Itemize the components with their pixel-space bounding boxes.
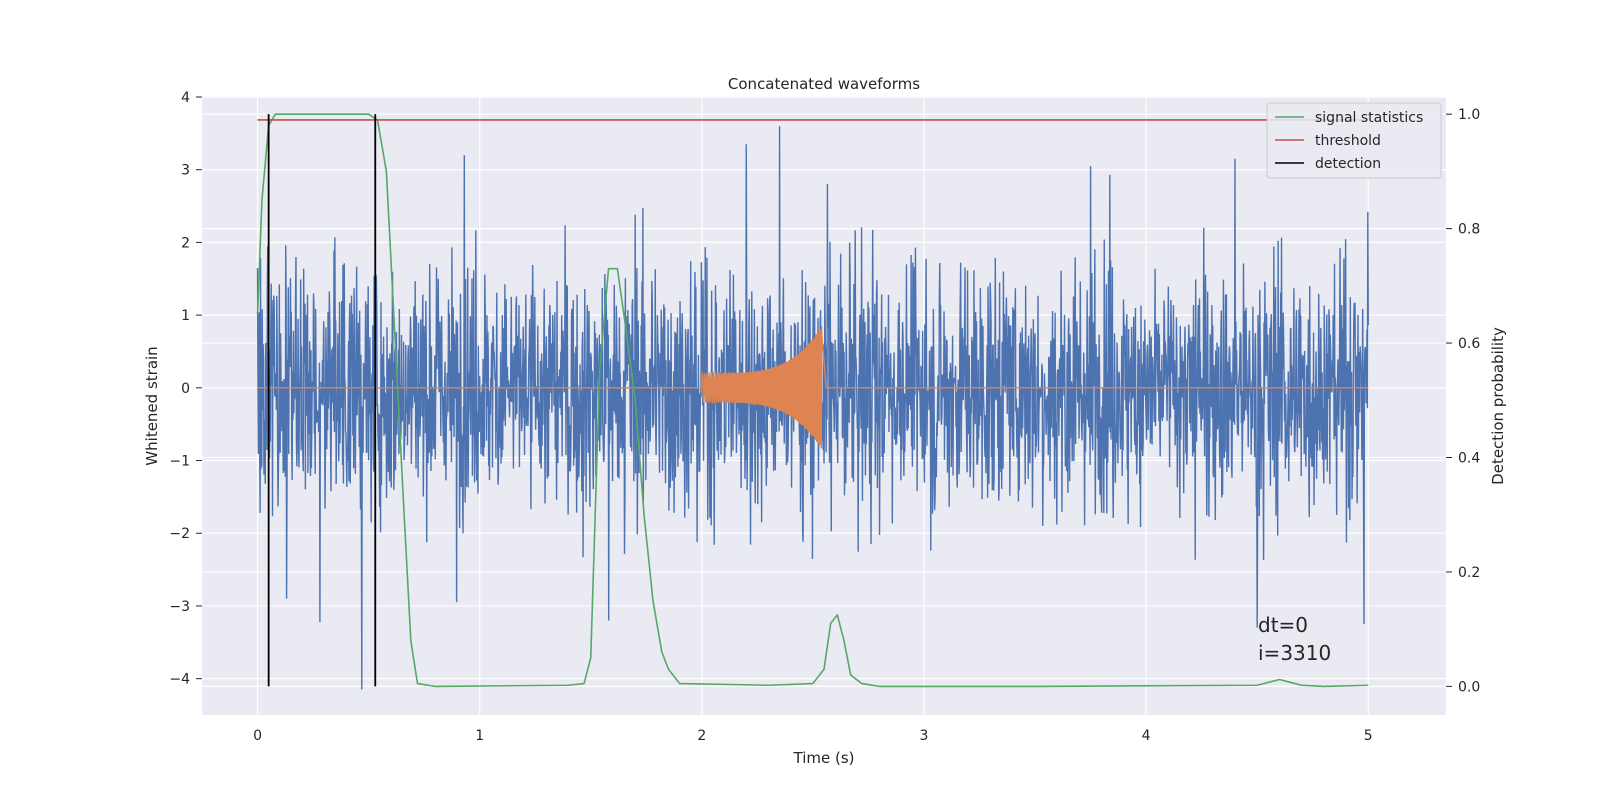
y-axis-label: Whitened strain: [143, 346, 161, 465]
annotation-dt: dt=0: [1258, 613, 1308, 637]
y-tick-label: −1: [169, 454, 190, 470]
y-tick-label: 2: [181, 235, 190, 251]
x-tick-label: 0: [253, 728, 262, 744]
y2-tick-label: 0.0: [1458, 679, 1480, 695]
y2-tick-label: 0.2: [1458, 565, 1480, 581]
y2-tick-label: 0.6: [1458, 336, 1480, 352]
x-tick-label: 2: [697, 728, 706, 744]
x-tick-label: 1: [475, 728, 484, 744]
x-axis-label: Time (s): [793, 749, 855, 767]
annotation-i: i=3310: [1258, 641, 1331, 665]
signal-statistics-line: [256, 113, 1369, 688]
x-tick-label: 3: [920, 728, 929, 744]
x-tick-label: 4: [1142, 728, 1151, 744]
y-tick-label: −4: [169, 672, 190, 688]
legend-box: [1266, 102, 1442, 179]
legend-label-signal-statistics: signal statistics: [1315, 110, 1423, 126]
y-tick-label: −2: [169, 526, 190, 542]
chirp-signal-line: [257, 326, 1369, 449]
ticks: 0 1 2 3 4 5 −4 −3 −2 −1 0 1 2 3 4 0.0 0.2 0.4 0.6 0.8 1.0: [169, 90, 1480, 744]
y-tick-label: 4: [181, 90, 190, 106]
y-tick-label: 1: [181, 308, 190, 324]
y-tick-label: 3: [181, 163, 190, 179]
series-layer: [256, 113, 1369, 690]
legend: signal statistics threshold detection: [1266, 102, 1442, 179]
y-tick-label: −3: [169, 599, 190, 615]
y2-axis-label: Detection probability: [1489, 327, 1507, 485]
y-tick-label: 0: [181, 381, 190, 397]
legend-label-threshold: threshold: [1315, 133, 1381, 149]
y2-tick-label: 1.0: [1458, 107, 1480, 123]
chart-title: Concatenated waveforms: [728, 75, 920, 93]
x-tick-label: 5: [1364, 728, 1373, 744]
y2-tick-label: 0.4: [1458, 451, 1480, 467]
legend-label-detection: detection: [1315, 156, 1381, 172]
y2-tick-label: 0.8: [1458, 222, 1480, 238]
